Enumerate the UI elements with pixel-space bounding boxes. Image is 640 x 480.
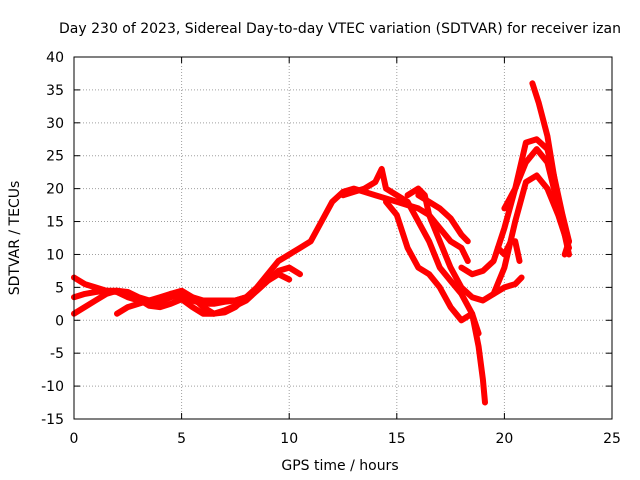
x-tick-label: 5 [177, 431, 186, 447]
y-tick-label: 40 [46, 50, 64, 66]
x-axis-label: GPS time / hours [281, 458, 398, 474]
plot-frame [73, 56, 613, 420]
x-tick-label: 15 [388, 431, 406, 447]
y-tick-label: 25 [46, 149, 64, 165]
x-tick-label: 0 [70, 431, 79, 447]
y-tick-label: 30 [46, 116, 64, 132]
series-line-8 [415, 192, 471, 245]
y-tick-label: -5 [50, 346, 64, 362]
axis-ticks: 0 5 10 15 20 25 -15 -10 -5 0 5 10 15 20 25 30 35 40 [41, 50, 621, 447]
x-tick-label: 10 [280, 431, 298, 447]
y-axis-label: SDTVAR / TECUs [7, 181, 23, 296]
y-tick-label: -15 [41, 412, 64, 428]
data-series [71, 80, 572, 406]
x-tick-label: 25 [603, 431, 621, 447]
y-tick-label: 20 [46, 182, 64, 198]
series-line-7 [404, 185, 471, 264]
y-tick-label: 10 [46, 247, 64, 263]
series-line-10 [490, 172, 572, 297]
y-tick-label: 35 [46, 83, 64, 99]
series-line-4 [114, 289, 250, 317]
series-line-13 [494, 238, 523, 264]
grid-lines [74, 57, 612, 419]
y-tick-label: 15 [46, 215, 64, 231]
y-tick-label: 0 [55, 313, 64, 329]
chart-title: Day 230 of 2023, Sidereal Day-to-day VTE… [59, 21, 621, 37]
series-line-6 [383, 198, 482, 337]
y-tick-label: 5 [55, 280, 64, 296]
series-line-3 [71, 271, 293, 317]
x-tick-label: 20 [495, 431, 513, 447]
series-line-12 [529, 80, 572, 258]
y-tick-label: -10 [41, 379, 64, 395]
